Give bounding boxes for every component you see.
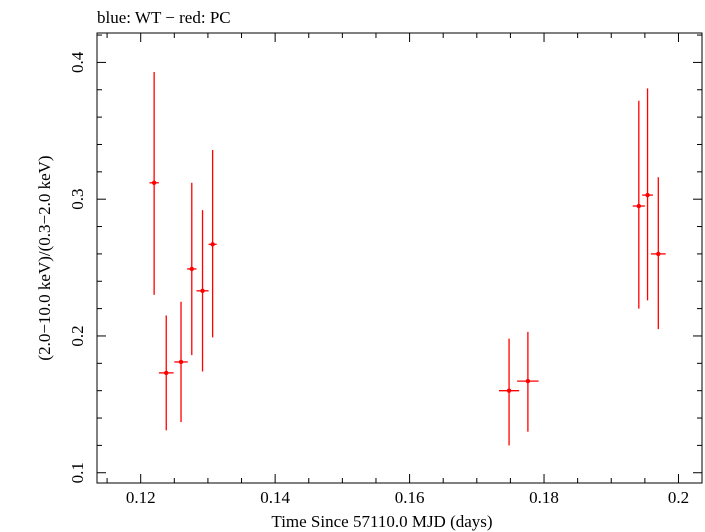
data-point bbox=[517, 331, 539, 432]
point-marker bbox=[200, 288, 205, 294]
data-point bbox=[650, 177, 666, 330]
data-point bbox=[174, 301, 188, 423]
point-marker bbox=[506, 388, 512, 393]
point-marker bbox=[525, 378, 531, 384]
y-axis-ticks bbox=[97, 34, 702, 474]
data-point bbox=[208, 149, 217, 338]
x-tick-label: 0.18 bbox=[529, 488, 559, 507]
x-tick-label: 0.2 bbox=[668, 488, 689, 507]
data-points bbox=[149, 71, 666, 446]
point-marker bbox=[164, 370, 169, 376]
data-point bbox=[632, 100, 645, 309]
data-point bbox=[196, 210, 209, 372]
x-axis-tick-labels: 0.12 0.14 0.16 0.18 0.2 bbox=[126, 488, 689, 507]
x-axis-label: Time Since 57110.0 MJD (days) bbox=[271, 512, 492, 531]
data-point bbox=[158, 315, 174, 431]
x-tick-label: 0.12 bbox=[126, 488, 156, 507]
x-axis-ticks bbox=[106, 33, 679, 483]
y-tick-label: 0.4 bbox=[68, 51, 87, 73]
data-point bbox=[642, 88, 653, 301]
x-tick-label: 0.16 bbox=[395, 488, 425, 507]
point-marker bbox=[178, 359, 184, 365]
data-point bbox=[498, 338, 520, 446]
point-marker bbox=[656, 251, 661, 257]
y-tick-label: 0.3 bbox=[68, 189, 87, 210]
y-axis-label: (2.0−10.0 keV)/(0.3−2.0 keV) bbox=[35, 155, 54, 360]
point-marker bbox=[189, 266, 194, 272]
y-axis-tick-labels: 0.1 0.2 0.3 0.4 bbox=[68, 51, 87, 483]
y-tick-label: 0.1 bbox=[68, 462, 87, 483]
point-marker bbox=[636, 203, 642, 209]
plot-frame bbox=[96, 32, 703, 484]
y-tick-label: 0.2 bbox=[68, 325, 87, 346]
point-marker bbox=[151, 180, 157, 185]
data-point bbox=[187, 182, 197, 356]
chart-title: blue: WT − red: PC bbox=[97, 8, 231, 27]
point-marker bbox=[210, 242, 215, 247]
data-point bbox=[149, 71, 159, 295]
point-marker bbox=[645, 192, 650, 198]
x-tick-label: 0.14 bbox=[260, 488, 290, 507]
